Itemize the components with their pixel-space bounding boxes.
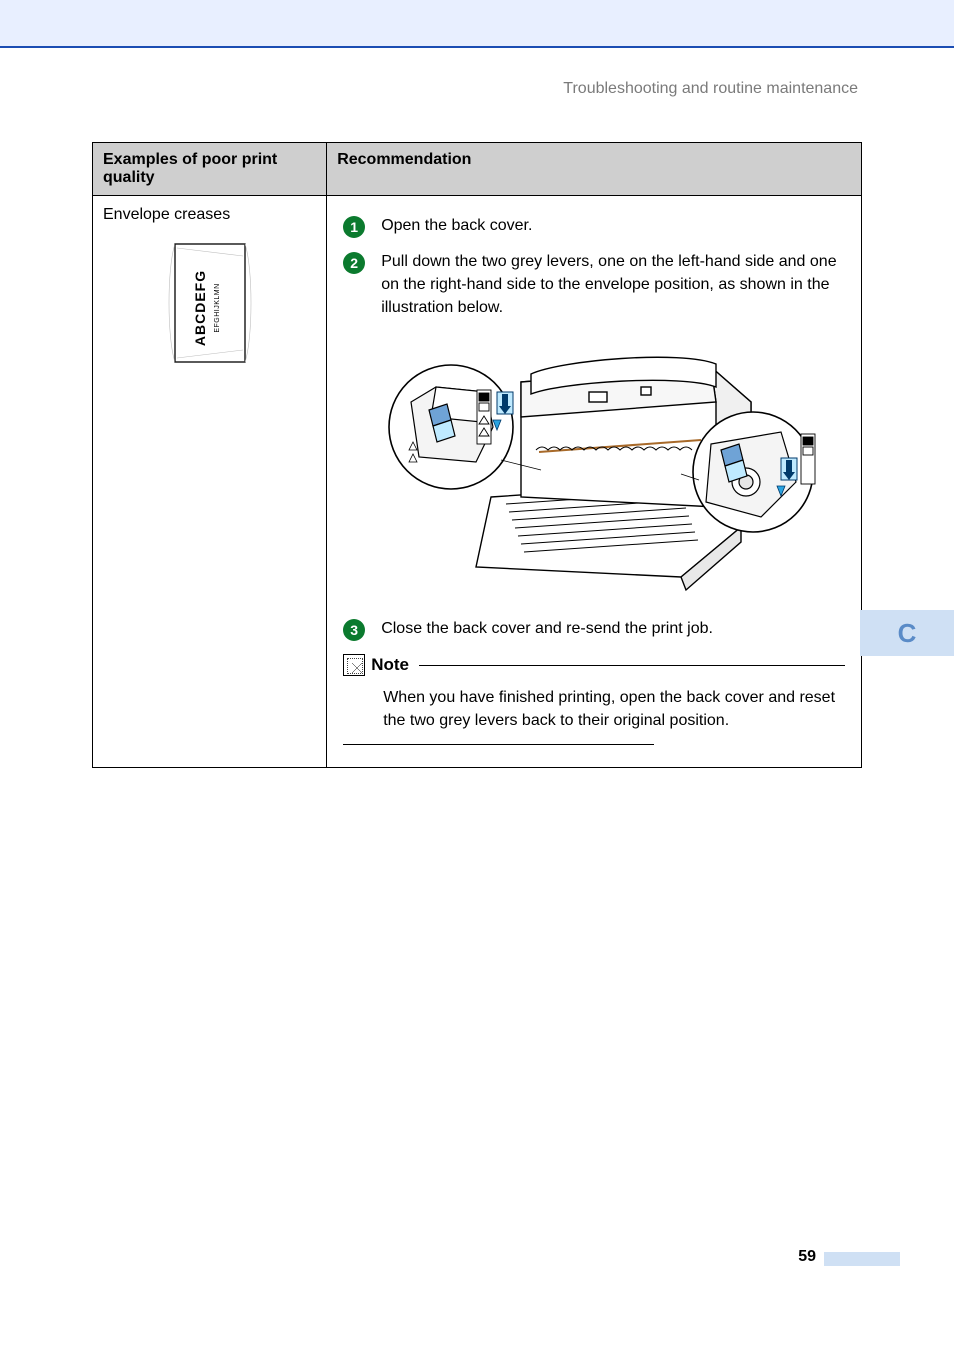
note-title: Note — [371, 653, 409, 678]
recommendation-cell: 1 Open the back cover. 2 Pull down the t… — [327, 196, 862, 768]
note-icon — [343, 654, 365, 676]
printer-illustration — [381, 332, 845, 599]
note-block: Note When you have finished printing, op… — [343, 653, 845, 745]
section-side-tab: C — [860, 610, 954, 656]
envelope-sample-big-text: ABCDEFG — [192, 270, 208, 346]
step-3: 3 Close the back cover and re-send the p… — [343, 617, 845, 641]
th-recommendation: Recommendation — [327, 143, 862, 196]
note-body: When you have finished printing, open th… — [343, 677, 845, 732]
example-cell: Envelope creases ABCDEFG — [93, 196, 327, 768]
envelope-sample-small-text: EFGHIJKLMN — [214, 283, 221, 332]
step-badge-2: 2 — [343, 252, 365, 274]
step-text-2: Pull down the two grey levers, one on th… — [381, 250, 845, 320]
page-number-bar — [824, 1252, 900, 1266]
page-root: Troubleshooting and routine maintenance … — [0, 0, 954, 1348]
note-rule-bottom — [343, 744, 654, 745]
step-2: 2 Pull down the two grey levers, one on … — [343, 250, 845, 320]
step-badge-3: 3 — [343, 619, 365, 641]
step-badge-1: 1 — [343, 216, 365, 238]
envelope-illustration: ABCDEFG EFGHIJKLMN — [155, 238, 265, 368]
step-text-1: Open the back cover. — [381, 214, 845, 237]
top-band — [0, 0, 954, 48]
step-1: 1 Open the back cover. — [343, 214, 845, 238]
step-text-3: Close the back cover and re-send the pri… — [381, 617, 845, 640]
troubleshooting-table: Examples of poor print quality Recommend… — [92, 142, 862, 768]
page-number: 59 — [798, 1248, 816, 1266]
example-title: Envelope creases — [103, 206, 316, 224]
note-rule-top — [419, 665, 845, 666]
table-row: Envelope creases ABCDEFG — [93, 196, 862, 768]
note-header: Note — [343, 653, 845, 678]
section-header: Troubleshooting and routine maintenance — [563, 80, 858, 98]
th-examples: Examples of poor print quality — [93, 143, 327, 196]
